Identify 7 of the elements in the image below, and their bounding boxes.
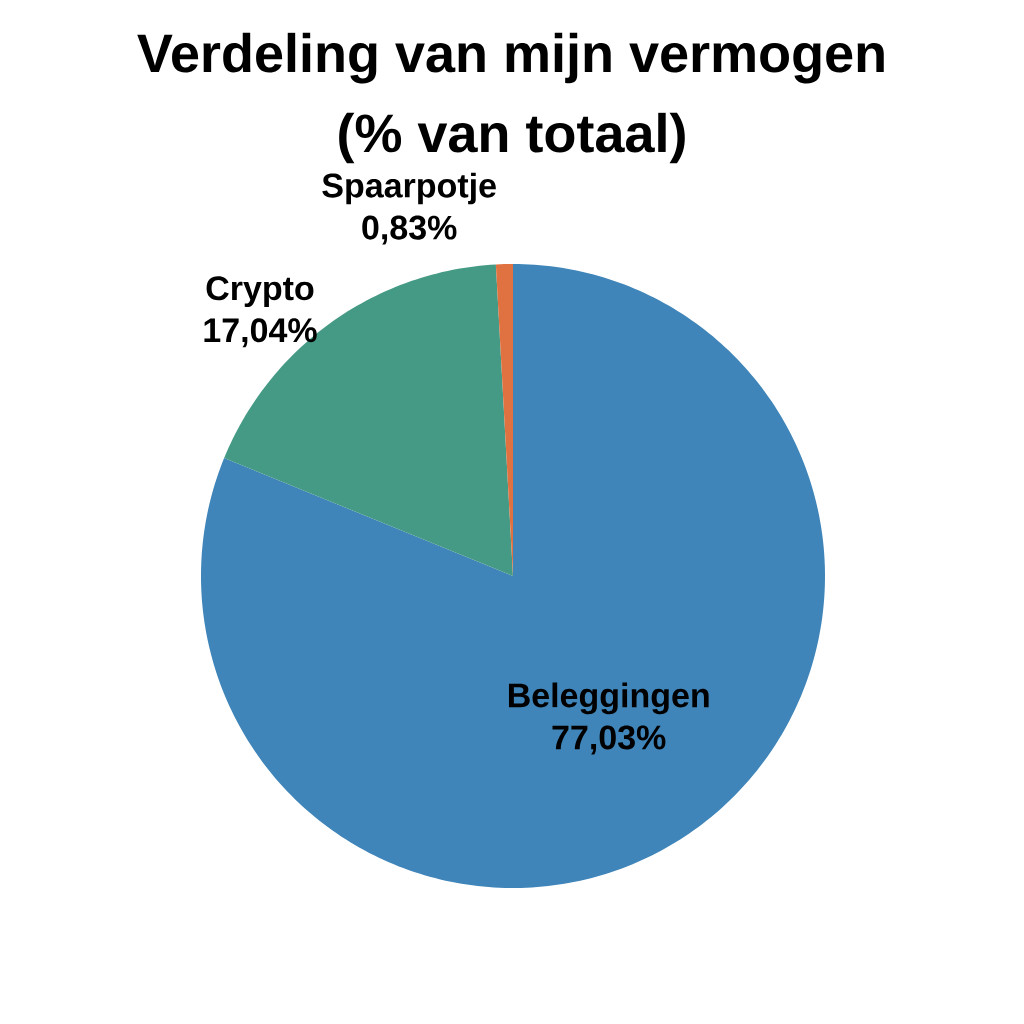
data-label: 0,83%	[362, 215, 457, 245]
data-label: 77,03%	[552, 725, 666, 755]
slice-label: Crypto	[206, 276, 314, 308]
chart-title: Verdeling van mijn vermogen (% van totaal)	[137, 32, 884, 164]
slice-label: Beleggingen	[508, 682, 709, 715]
slice-label: Spaarpotje	[322, 172, 496, 205]
data-label: 17,04%	[204, 318, 317, 348]
